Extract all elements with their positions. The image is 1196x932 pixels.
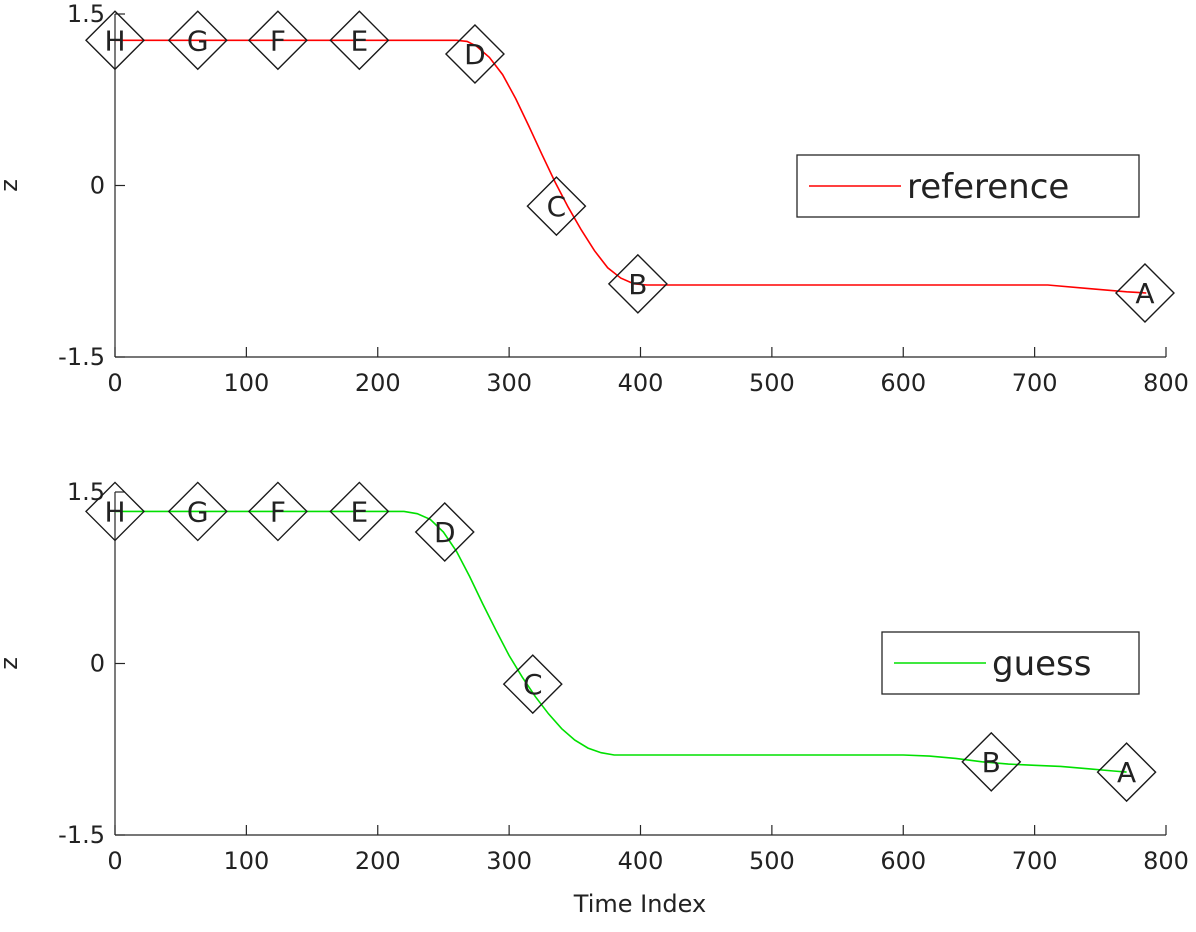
marker-label: D bbox=[464, 38, 486, 71]
marker-label: H bbox=[104, 495, 125, 528]
series-line-reference bbox=[115, 39, 1147, 294]
marker-diamond bbox=[1114, 262, 1175, 323]
x-tick-label: 700 bbox=[1012, 847, 1058, 875]
legend-label: guess bbox=[992, 644, 1091, 684]
marker-label: F bbox=[270, 495, 286, 528]
x-tick-label: 800 bbox=[1143, 847, 1189, 875]
marker-diamond bbox=[444, 24, 505, 85]
x-tick-label: 100 bbox=[223, 369, 269, 397]
x-tick-label: 300 bbox=[486, 369, 532, 397]
marker-diamond bbox=[414, 502, 475, 563]
y-tick-label: -1.5 bbox=[58, 821, 105, 849]
y-axis-label: z bbox=[0, 657, 23, 670]
marker-label: E bbox=[351, 495, 369, 528]
marker-diamond bbox=[329, 10, 390, 71]
plot-reference: 01002003004005006007008001.50-1.5zHGFEDC… bbox=[0, 0, 1189, 397]
y-tick-label: 1.5 bbox=[67, 478, 105, 506]
marker-diamond bbox=[961, 731, 1022, 792]
series-line-guess bbox=[115, 510, 1127, 773]
marker-diamond bbox=[607, 253, 668, 314]
marker-diamond bbox=[329, 481, 390, 542]
y-tick-label: 0 bbox=[90, 650, 105, 678]
marker-diamond bbox=[167, 10, 228, 71]
x-axis-label: Time Index bbox=[573, 890, 706, 918]
x-tick-label: 400 bbox=[618, 847, 664, 875]
x-tick-label: 300 bbox=[486, 847, 532, 875]
marker-diamond bbox=[85, 10, 145, 71]
marker-diamond bbox=[502, 654, 563, 715]
marker-label: G bbox=[187, 495, 209, 528]
x-tick-label: 600 bbox=[880, 847, 926, 875]
x-tick-label: 400 bbox=[618, 369, 664, 397]
marker-diamond bbox=[85, 481, 145, 542]
x-tick-label: 500 bbox=[749, 847, 795, 875]
x-tick-label: 0 bbox=[107, 369, 122, 397]
x-tick-label: 100 bbox=[223, 847, 269, 875]
marker-diamond bbox=[167, 481, 228, 542]
marker-label: G bbox=[187, 24, 209, 57]
legend-label: reference bbox=[907, 167, 1069, 207]
marker-label: C bbox=[523, 668, 543, 701]
plot-guess: 01002003004005006007008001.50-1.5zHGFEDC… bbox=[0, 478, 1189, 875]
y-tick-label: -1.5 bbox=[58, 343, 105, 371]
y-tick-label: 0 bbox=[90, 172, 105, 200]
y-tick-label: 1.5 bbox=[67, 0, 105, 28]
marker-label: A bbox=[1117, 756, 1136, 789]
x-tick-label: 200 bbox=[355, 369, 401, 397]
y-axis-label: z bbox=[0, 179, 23, 192]
marker-label: B bbox=[982, 746, 1001, 779]
marker-label: A bbox=[1135, 277, 1154, 310]
marker-label: D bbox=[434, 516, 456, 549]
marker-label: B bbox=[628, 268, 647, 301]
marker-diamond bbox=[526, 176, 587, 237]
x-tick-label: 0 bbox=[107, 847, 122, 875]
marker-label: H bbox=[104, 24, 125, 57]
marker-label: E bbox=[351, 24, 369, 57]
x-tick-label: 700 bbox=[1012, 369, 1058, 397]
marker-diamond bbox=[247, 481, 308, 542]
x-tick-label: 600 bbox=[880, 369, 926, 397]
x-tick-label: 200 bbox=[355, 847, 401, 875]
marker-label: C bbox=[547, 190, 567, 223]
marker-diamond bbox=[1096, 742, 1157, 803]
marker-diamond bbox=[247, 10, 308, 71]
x-tick-label: 800 bbox=[1143, 369, 1189, 397]
x-tick-label: 500 bbox=[749, 369, 795, 397]
marker-label: F bbox=[270, 24, 286, 57]
